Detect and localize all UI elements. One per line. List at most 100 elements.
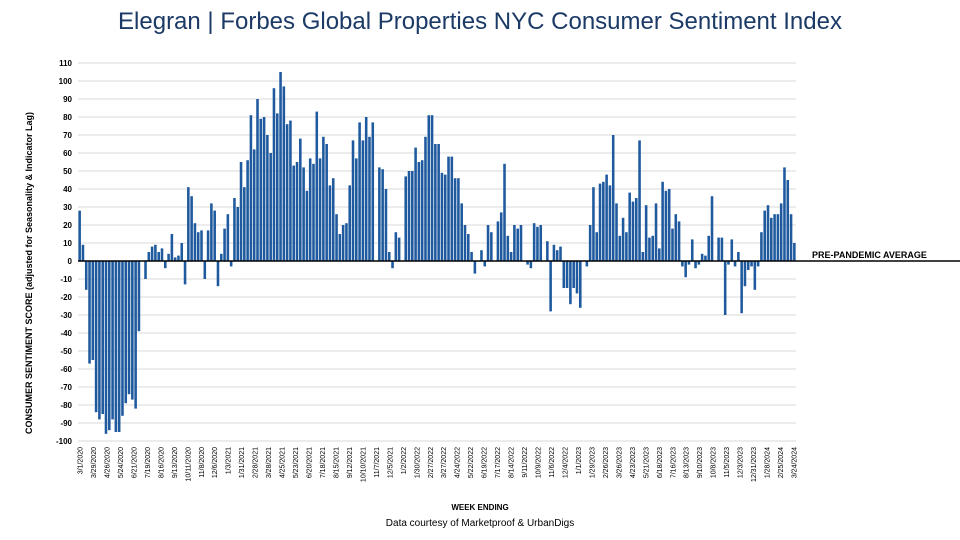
bar (519, 225, 523, 261)
bar (667, 189, 671, 261)
bar (358, 122, 361, 262)
x-tick-label: 8/14/2022 (509, 447, 516, 478)
bar (285, 124, 289, 261)
bar (717, 237, 720, 261)
bar (417, 162, 421, 261)
bar (578, 261, 582, 308)
bar (733, 261, 737, 267)
x-tick-label: 8/13/2023 (684, 447, 691, 478)
bar (434, 144, 437, 261)
bar (687, 261, 691, 265)
bar (750, 261, 753, 267)
y-tick-label: 100 (59, 77, 73, 86)
bar (503, 163, 506, 261)
x-tick-label: 8/15/2021 (333, 447, 340, 478)
bar (499, 212, 503, 261)
x-tick-label: 5/24/2020 (118, 447, 125, 478)
bar (598, 183, 602, 261)
x-tick-label: 1/28/2024 (765, 447, 772, 478)
bar (506, 235, 510, 261)
bar (98, 261, 101, 420)
bar (684, 261, 687, 278)
bar (315, 111, 319, 261)
x-tick-label: 2/25/2024 (778, 447, 785, 478)
bar (210, 203, 213, 261)
bar (150, 246, 154, 261)
bar (368, 136, 371, 261)
x-tick-label: 1/2/2022 (401, 447, 408, 474)
bar (282, 86, 286, 262)
x-tick-label: 9/10/2023 (697, 447, 704, 478)
y-tick-label: -10 (60, 275, 72, 284)
bar (131, 261, 134, 400)
bar (328, 185, 332, 261)
bar (78, 210, 81, 261)
bar (249, 115, 253, 261)
bar (621, 217, 625, 261)
bar (187, 187, 190, 261)
y-tick-label: 80 (63, 113, 72, 122)
bar (114, 261, 118, 432)
chart-title-brand: Elegran | Forbes Global Properties (118, 8, 488, 35)
bar (289, 120, 292, 261)
bar (348, 185, 352, 261)
x-tick-label: 4/26/2020 (104, 447, 111, 478)
bar (190, 196, 193, 261)
bar (631, 201, 635, 261)
bar (104, 261, 108, 434)
x-tick-label: 1/31/2021 (239, 447, 246, 478)
bar (331, 178, 335, 261)
bar (407, 171, 411, 261)
bar (453, 178, 457, 261)
bar (463, 225, 467, 261)
bar (677, 221, 681, 261)
bar (164, 261, 167, 269)
bar (183, 261, 187, 285)
bar (743, 261, 747, 287)
bar (641, 252, 645, 261)
x-tick-label: 9/13/2020 (172, 447, 179, 478)
chart-title-rest: NYC Consumer Sentiment Index (487, 8, 842, 35)
x-tick-label: 7/19/2020 (145, 447, 152, 478)
x-tick-label: 1/3/2021 (226, 447, 233, 474)
bar (180, 243, 184, 261)
y-tick-label: -80 (60, 401, 72, 410)
bar (496, 221, 500, 261)
x-tick-label: 3/29/2020 (91, 447, 98, 478)
x-tick-label: 6/19/2022 (482, 447, 489, 478)
bar (509, 252, 513, 261)
source-note: Data courtesy of Marketproof & UrbanDigs (385, 518, 575, 529)
x-tick-label: 12/6/2020 (212, 447, 219, 478)
bar (480, 250, 483, 261)
bar (397, 237, 401, 261)
bar (252, 149, 256, 261)
y-tick-label: 90 (63, 95, 72, 104)
bar (700, 253, 704, 261)
x-tick-label: 9/11/2022 (522, 447, 529, 478)
bar (167, 253, 170, 261)
bar (737, 252, 740, 261)
x-tick-label: 11/5/2023 (724, 447, 731, 478)
bar (341, 225, 345, 261)
bar (447, 156, 450, 261)
bar (108, 261, 111, 431)
bar (470, 252, 473, 261)
bar (440, 172, 444, 261)
x-tick-label: 3/28/2021 (266, 447, 273, 478)
bar (681, 261, 684, 267)
bar (740, 261, 743, 314)
bar (654, 203, 658, 261)
bar (295, 162, 299, 261)
bar (671, 228, 674, 261)
x-tick-label: 4/23/2023 (630, 447, 637, 478)
bar (486, 225, 490, 261)
bar (335, 214, 338, 261)
bar (420, 160, 424, 261)
x-tick-label: 1/29/2023 (589, 447, 596, 478)
bar (233, 198, 236, 261)
bar (608, 185, 612, 261)
bar (529, 261, 533, 269)
reference-line-label: PRE-PANDEMIC AVERAGE (812, 250, 927, 260)
bar (539, 225, 543, 261)
x-tick-label: 4/25/2021 (280, 447, 287, 478)
